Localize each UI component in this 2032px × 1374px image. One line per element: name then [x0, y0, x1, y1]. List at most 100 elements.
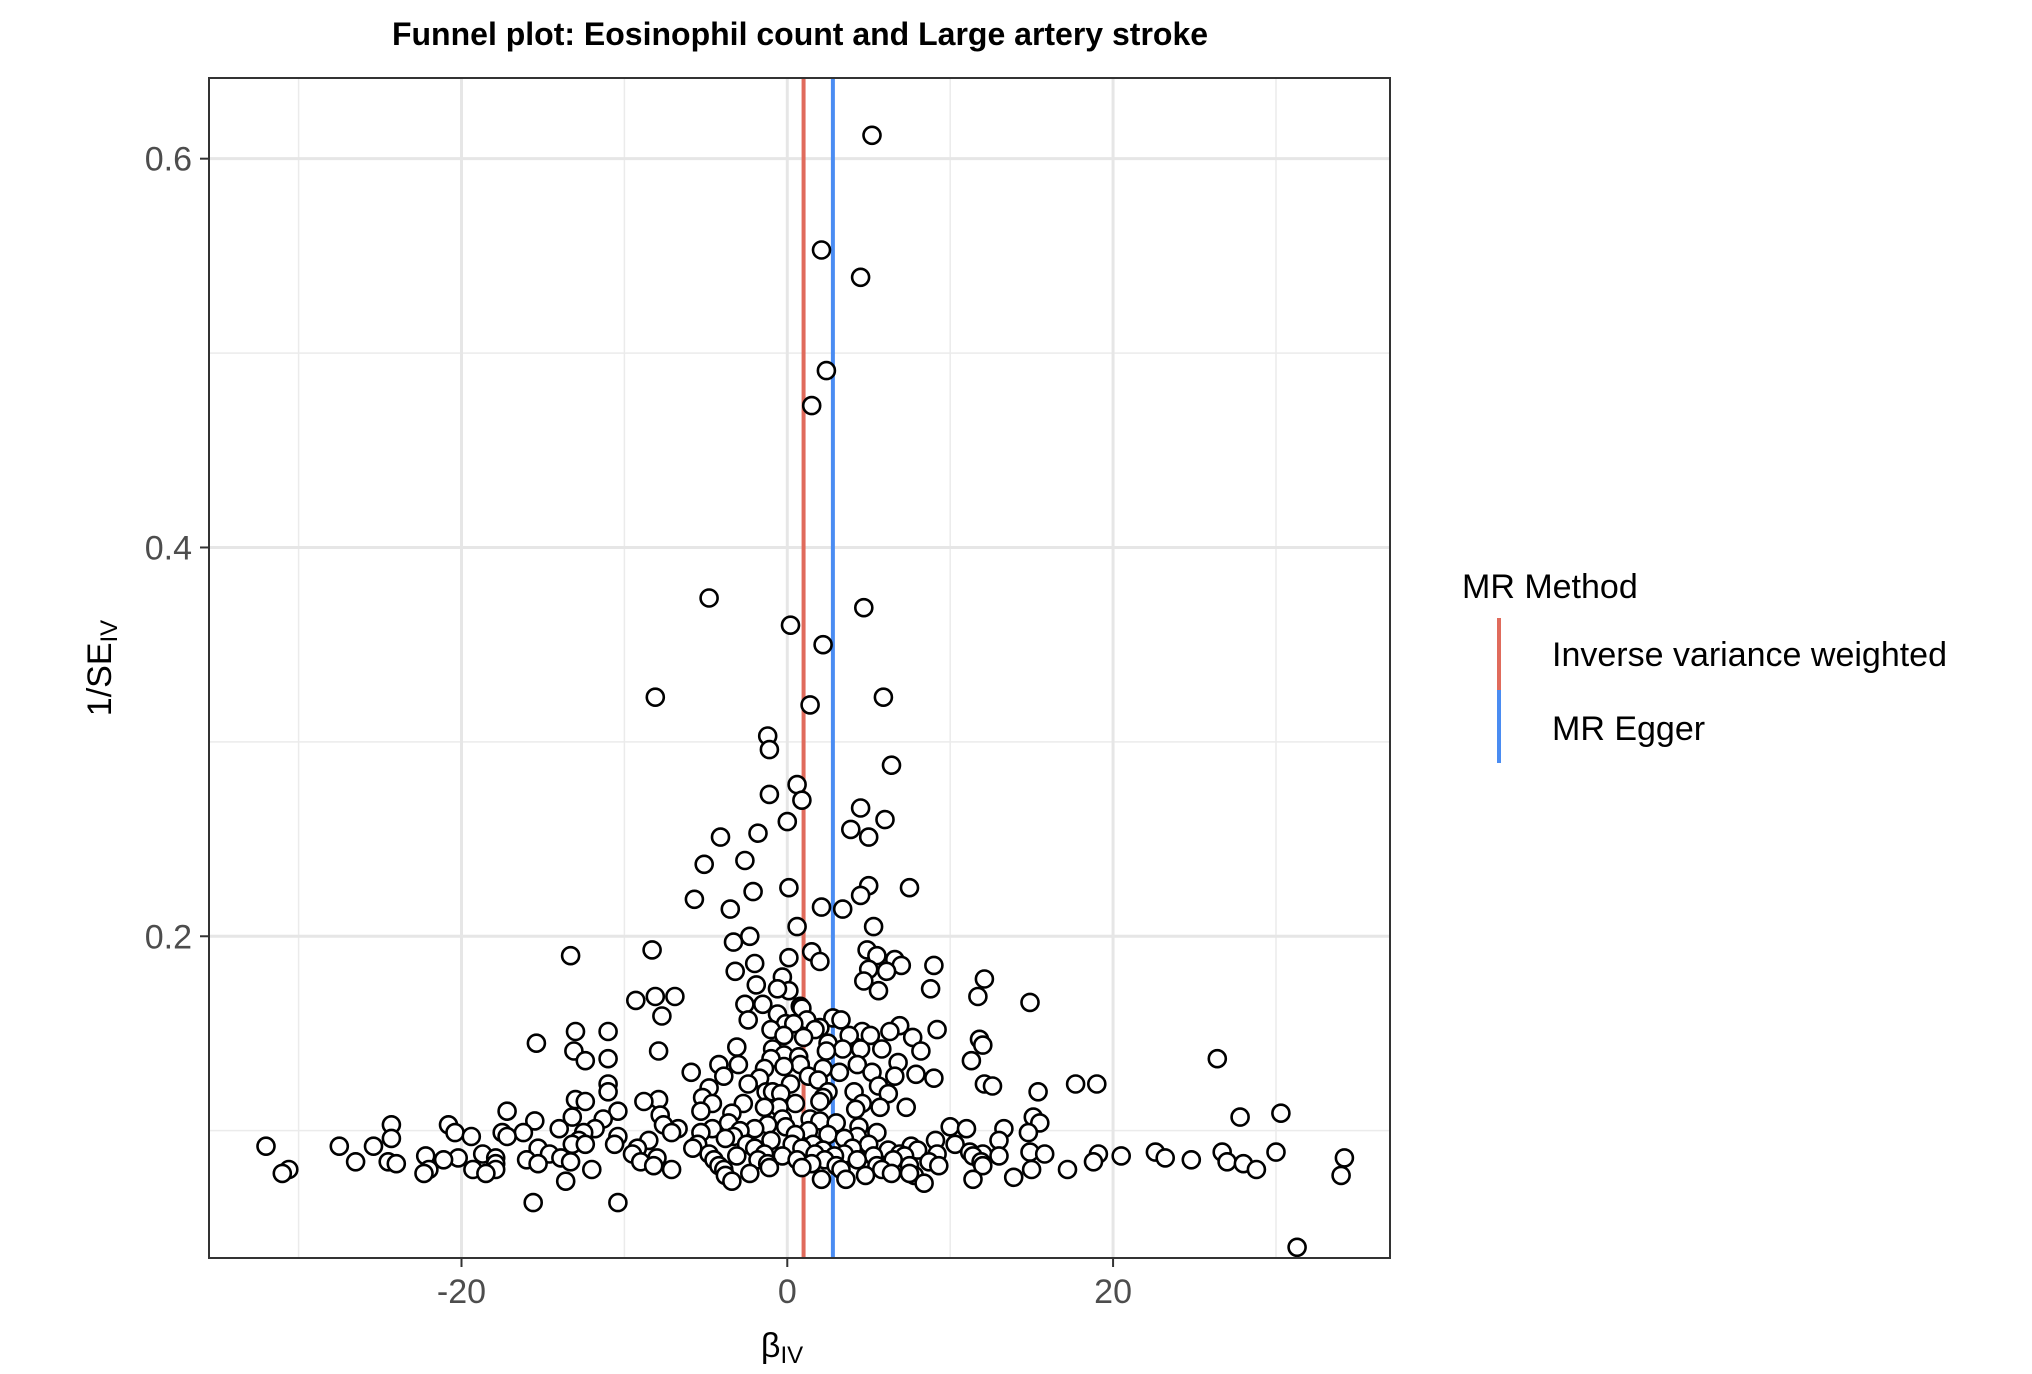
data-point [847, 1054, 868, 1075]
data-point [1018, 1122, 1039, 1143]
data-point [728, 1054, 749, 1075]
data-point [810, 1091, 830, 1112]
data-point [746, 975, 767, 995]
data-point [920, 978, 941, 999]
data-point [811, 240, 832, 260]
data-point [1181, 1150, 1202, 1170]
data-point [754, 1097, 775, 1118]
data-point [989, 1146, 1009, 1166]
data-point [1083, 1152, 1104, 1172]
data-point [881, 755, 902, 776]
data-point [899, 877, 920, 898]
data-point [853, 971, 874, 991]
data-point [875, 809, 895, 830]
data-point [526, 1033, 547, 1053]
data-point [836, 1169, 856, 1190]
data-points [256, 125, 1355, 1258]
data-point [759, 784, 780, 805]
data-point [642, 940, 662, 960]
data-point [862, 125, 882, 146]
data-point [560, 1152, 581, 1172]
data-point [940, 1117, 961, 1137]
y-axis-label-sub: IV [96, 620, 123, 643]
data-point [1003, 1167, 1024, 1188]
data-point [813, 634, 833, 655]
data-point [811, 1169, 832, 1190]
grid-lines [209, 78, 1390, 1258]
x-tick-label: 0 [778, 1273, 797, 1311]
data-point [779, 877, 799, 898]
data-point [713, 1066, 734, 1086]
data-point [604, 1134, 625, 1155]
data-point [1217, 1152, 1237, 1172]
data-point [945, 1134, 965, 1155]
data-point [345, 1152, 366, 1172]
plot-border [208, 77, 1391, 1259]
data-point [461, 1126, 482, 1147]
data-point [581, 1159, 602, 1180]
data-point [1021, 1159, 1042, 1180]
data-point [1230, 1107, 1250, 1127]
y-axis-label-main: 1/SE [81, 642, 119, 716]
data-point [1334, 1148, 1355, 1168]
data-point [779, 947, 799, 968]
data-point [829, 1062, 850, 1083]
data-point [974, 969, 995, 989]
data-point [793, 1027, 814, 1048]
data-point [634, 1091, 654, 1112]
data-point [759, 1157, 780, 1178]
data-point [608, 1101, 628, 1121]
data-point [684, 889, 705, 910]
data-point [858, 827, 879, 847]
data-point [743, 881, 763, 902]
data-point [723, 932, 744, 952]
data-point [272, 1163, 293, 1184]
data-point [911, 1041, 931, 1061]
data-point [853, 597, 874, 618]
data-point [963, 1169, 983, 1190]
data-point [598, 1082, 618, 1102]
data-point [880, 1021, 900, 1042]
data-point [722, 1171, 742, 1191]
data-point [870, 1097, 890, 1118]
data-point [555, 1171, 576, 1191]
data-point [801, 395, 822, 416]
data-point [329, 1136, 350, 1156]
data-point [780, 615, 801, 636]
data-point [924, 955, 944, 976]
data-point [694, 854, 715, 875]
data-point [832, 899, 853, 919]
data-point [386, 1153, 407, 1174]
data-point [433, 1150, 454, 1170]
data-point [681, 1062, 702, 1083]
data-point [774, 1025, 794, 1046]
axes: -20 0 20 0.2 0.4 0.6 [145, 141, 1132, 1311]
data-point [800, 695, 820, 715]
data-point [968, 986, 988, 1007]
data-point [956, 1118, 977, 1139]
data-point [598, 1021, 618, 1042]
data-point [608, 1192, 628, 1213]
data-point [816, 360, 837, 381]
data-point [1111, 1146, 1131, 1166]
data-point [1065, 1074, 1086, 1094]
data-point [873, 687, 894, 708]
data-point [682, 1138, 703, 1158]
data-point [575, 1050, 596, 1071]
data-point [1331, 1165, 1351, 1186]
data-point [850, 267, 871, 288]
data-point [881, 1163, 902, 1184]
data-point [792, 1157, 812, 1178]
data-point [1271, 1103, 1291, 1123]
data-point [598, 1048, 618, 1069]
data-point [914, 1173, 934, 1193]
data-point [726, 1037, 747, 1057]
data-point [645, 986, 666, 1007]
data-point [524, 1111, 545, 1131]
data-point [847, 1150, 868, 1170]
data-point [414, 1163, 434, 1184]
data-point [928, 1155, 949, 1176]
data-point [1266, 1142, 1286, 1162]
data-point [652, 1006, 672, 1026]
